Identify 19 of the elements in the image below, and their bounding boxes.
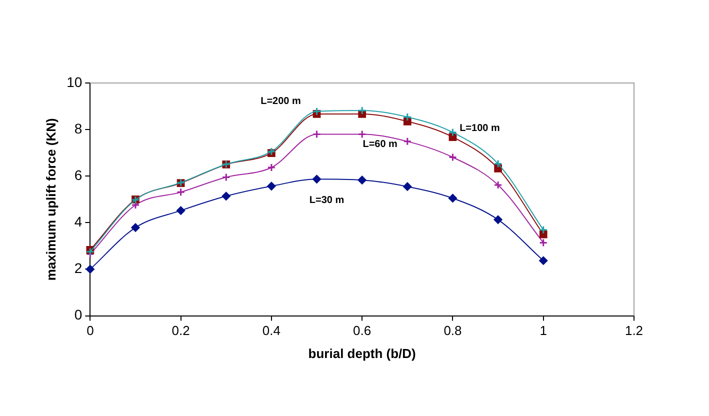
y-tick-label: 0 (74, 306, 82, 323)
series-label: L=30 m (309, 194, 344, 206)
x-tick-label: 1 (540, 323, 547, 338)
y-tick-label: 8 (74, 120, 82, 136)
y-tick-label: 2 (74, 260, 82, 276)
x-axis-title: burial depth (b/D) (308, 346, 416, 361)
x-tick-label: 0.2 (172, 323, 190, 338)
y-axis-title: maximum uplift force (KN) (43, 118, 58, 281)
x-tick-label: 0.6 (353, 323, 372, 338)
x-tick-label: 0.8 (444, 323, 462, 338)
y-tick-label: 10 (66, 74, 82, 90)
y-tick-label: 6 (74, 166, 82, 183)
x-tick-label: 0.4 (262, 323, 280, 338)
series-label: L=100 m (460, 122, 500, 134)
x-tick-label: 0 (86, 323, 94, 338)
y-tick-label: 4 (74, 214, 82, 230)
x-tick-label: 1.2 (624, 323, 644, 338)
series-label: L=60 m (362, 138, 398, 150)
series-label: L=200 m (260, 96, 302, 108)
